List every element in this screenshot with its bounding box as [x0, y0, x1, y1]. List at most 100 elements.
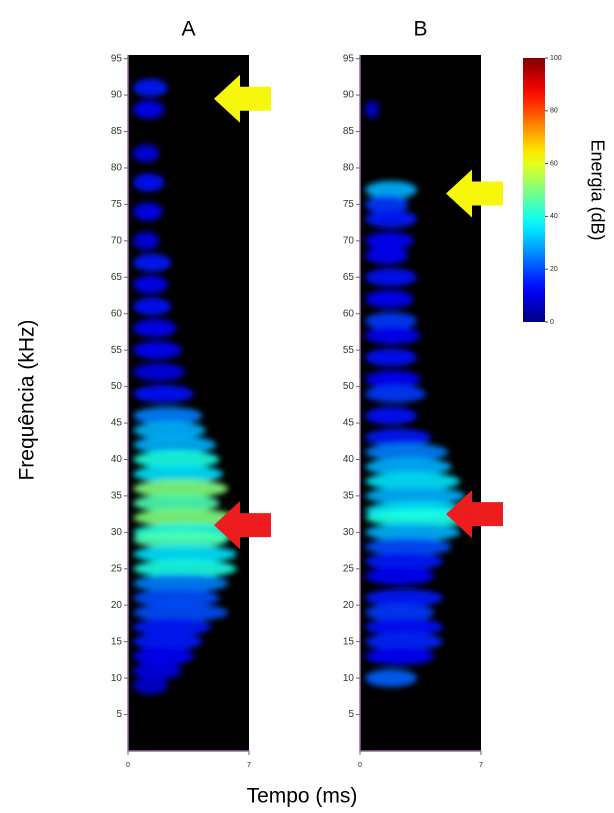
energy-band [365, 632, 443, 651]
energy-band [133, 676, 168, 695]
energy-band [133, 363, 186, 382]
energy-band [133, 508, 237, 527]
energy-band [365, 100, 380, 119]
y-tick-label: 75 [111, 199, 123, 210]
energy-band [365, 457, 452, 476]
colorbar [523, 58, 545, 322]
energy-band [133, 647, 194, 666]
energy-band [133, 297, 172, 316]
energy-band [133, 618, 211, 637]
energy-band [133, 435, 217, 454]
colorbar-label: Energia (dB) [587, 139, 607, 240]
energy-band [365, 209, 418, 228]
y-tick-label: 20 [111, 600, 123, 611]
energy-band [365, 290, 414, 309]
y-tick-label: 25 [343, 563, 355, 574]
energy-band [133, 319, 177, 338]
y-tick-label: 25 [111, 563, 123, 574]
energy-band [365, 567, 435, 586]
arrow [214, 501, 271, 550]
energy-band [133, 661, 182, 680]
y-tick-label: 45 [343, 418, 355, 429]
energy-band [133, 574, 229, 593]
y-tick-label: 95 [111, 53, 123, 64]
x-tick-label: 7 [247, 762, 251, 769]
energy-band [365, 537, 452, 556]
energy-band [365, 246, 409, 265]
y-tick-label: 30 [343, 527, 355, 538]
energy-band [133, 144, 160, 163]
y-tick-label: 5 [116, 709, 122, 720]
energy-band [133, 253, 172, 272]
y-tick-label: 30 [111, 527, 123, 538]
colorbar-tick-label: 40 [550, 213, 558, 220]
y-tick-label: 50 [343, 381, 355, 392]
y-tick-label: 80 [343, 163, 355, 174]
colorbar-tick-label: 20 [550, 266, 558, 273]
y-tick-label: 65 [343, 272, 355, 283]
y-tick-label: 80 [111, 163, 123, 174]
energy-band [365, 348, 418, 367]
y-axis-label: Frequência (kHz) [16, 319, 39, 480]
energy-band [133, 494, 220, 513]
energy-band [365, 552, 443, 571]
energy-band [133, 406, 203, 425]
energy-band [365, 312, 418, 331]
energy-band [133, 384, 194, 403]
y-tick-label: 60 [343, 308, 355, 319]
y-tick-label: 90 [343, 90, 355, 101]
energy-band [365, 384, 426, 403]
y-tick-label: 85 [343, 126, 355, 137]
energy-band [133, 559, 237, 578]
colorbar-tick-label: 0 [550, 319, 554, 326]
colorbar-tick-label: 80 [550, 108, 558, 115]
energy-band [133, 530, 229, 549]
y-tick-label: 85 [111, 126, 123, 137]
y-tick-label: 55 [343, 345, 355, 356]
y-tick-label: 35 [343, 491, 355, 502]
energy-band [365, 618, 443, 637]
energy-band [365, 486, 466, 505]
panel-title: B [413, 18, 427, 41]
y-tick-label: 60 [111, 308, 123, 319]
y-tick-label: 70 [343, 235, 355, 246]
arrow [446, 490, 503, 539]
x-tick-label: 7 [479, 762, 483, 769]
energy-band [365, 195, 409, 214]
energy-band [365, 443, 449, 462]
y-tick-label: 10 [343, 673, 355, 684]
y-tick-label: 75 [343, 199, 355, 210]
energy-band [365, 588, 443, 607]
y-tick-label: 65 [111, 272, 123, 283]
energy-band [133, 465, 224, 484]
y-tick-label: 35 [111, 491, 123, 502]
y-tick-label: 50 [111, 381, 123, 392]
energy-band [365, 523, 461, 542]
arrow [446, 169, 503, 218]
energy-band [133, 588, 220, 607]
energy-band [133, 173, 165, 192]
energy-band [365, 647, 435, 666]
energy-band [365, 603, 435, 622]
energy-band [365, 669, 418, 688]
energy-band [365, 180, 418, 199]
energy-band [365, 406, 418, 425]
colorbar-tick-label: 100 [550, 55, 562, 62]
energy-band [365, 268, 418, 287]
spectrogram [133, 78, 241, 695]
energy-band [365, 370, 421, 389]
energy-band [133, 202, 163, 221]
energy-band [133, 603, 229, 622]
panel-title: A [181, 18, 195, 41]
energy-band [133, 100, 165, 119]
y-tick-label: 15 [111, 636, 123, 647]
energy-band [133, 545, 237, 564]
energy-band [365, 231, 414, 250]
energy-band [133, 341, 182, 360]
energy-band [133, 450, 220, 469]
y-tick-label: 95 [343, 53, 355, 64]
y-tick-label: 45 [111, 418, 123, 429]
x-tick-label: 0 [358, 762, 362, 769]
y-tick-label: 5 [348, 709, 354, 720]
